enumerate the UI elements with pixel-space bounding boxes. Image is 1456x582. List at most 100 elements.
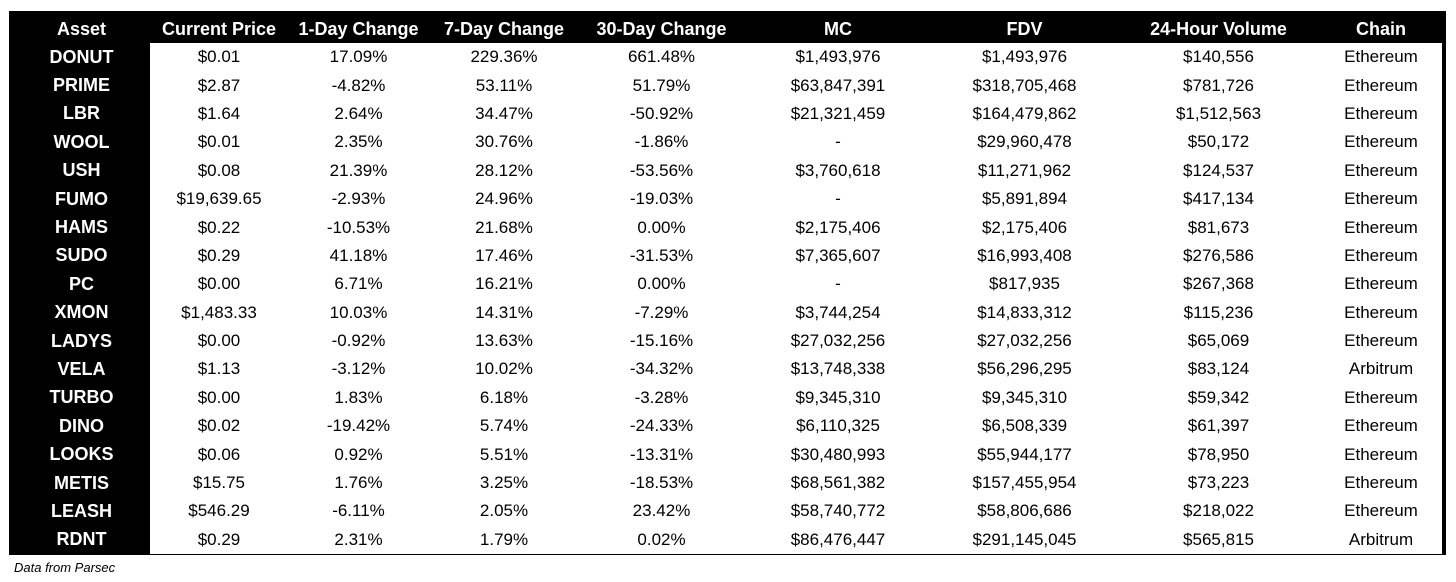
cell-volume-24h: $781,726 [1117, 71, 1320, 100]
cell-market-cap: $30,480,993 [744, 440, 932, 469]
cell-asset: LOOKS [13, 440, 150, 469]
cell-current-price: $0.29 [150, 241, 288, 271]
cell-seven-day-change: 2.05% [429, 497, 579, 526]
cell-chain: Ethereum [1320, 497, 1442, 526]
table-row: LEASH $546.29 -6.11% 2.05% 23.42% $58,740,772… [13, 497, 1442, 526]
cell-current-price: $0.08 [150, 156, 288, 185]
cell-one-day-change: 1.83% [288, 383, 429, 413]
cell-seven-day-change: 17.46% [429, 241, 579, 271]
cell-fdv: $14,833,312 [932, 298, 1117, 327]
cell-seven-day-change: 5.74% [429, 412, 579, 441]
cell-thirty-day-change: -53.56% [579, 156, 744, 185]
cell-thirty-day-change: -3.28% [579, 383, 744, 413]
cell-thirty-day-change: 0.00% [579, 270, 744, 299]
cell-asset: TURBO [13, 383, 150, 413]
cell-chain: Ethereum [1320, 156, 1442, 185]
cell-current-price: $0.02 [150, 412, 288, 441]
cell-one-day-change: 2.35% [288, 128, 429, 157]
cell-one-day-change: -19.42% [288, 412, 429, 441]
table-row: PRIME $2.87 -4.82% 53.11% 51.79% $63,847,391 $… [13, 71, 1442, 100]
cell-chain: Ethereum [1320, 43, 1442, 72]
cell-seven-day-change: 1.79% [429, 525, 579, 555]
cell-asset: VELA [13, 355, 150, 384]
cell-volume-24h: $50,172 [1117, 128, 1320, 157]
cell-fdv: $56,296,295 [932, 355, 1117, 384]
table-row: METIS $15.75 1.76% 3.25% -18.53% $68,561,382 $… [13, 468, 1442, 498]
cell-chain: Ethereum [1320, 71, 1442, 100]
cell-chain: Ethereum [1320, 298, 1442, 327]
cell-current-price: $1.13 [150, 355, 288, 384]
cell-asset: USH [13, 156, 150, 185]
cell-fdv: $164,479,862 [932, 99, 1117, 129]
cell-thirty-day-change: -50.92% [579, 99, 744, 129]
cell-current-price: $0.00 [150, 383, 288, 413]
table-row: XMON $1,483.33 10.03% 14.31% -7.29% $3,744,25… [13, 298, 1442, 327]
cell-chain: Ethereum [1320, 241, 1442, 271]
cell-asset: LADYS [13, 326, 150, 356]
cell-volume-24h: $81,673 [1117, 213, 1320, 242]
table-row: SUDO $0.29 41.18% 17.46% -31.53% $7,365,607 $1… [13, 241, 1442, 271]
cell-asset: DINO [13, 412, 150, 441]
crypto-asset-table-frame: Asset Current Price 1-Day Change 7-Day Chan… [9, 11, 1446, 555]
column-header-fdv: FDV [932, 15, 1117, 43]
cell-one-day-change: 21.39% [288, 156, 429, 185]
cell-current-price: $1.64 [150, 99, 288, 129]
cell-volume-24h: $417,134 [1117, 184, 1320, 214]
column-header-current-price: Current Price [150, 15, 288, 43]
cell-fdv: $6,508,339 [932, 412, 1117, 441]
cell-asset: LEASH [13, 497, 150, 526]
cell-one-day-change: 10.03% [288, 298, 429, 327]
cell-market-cap: $9,345,310 [744, 383, 932, 413]
cell-market-cap: - [744, 270, 932, 299]
table-header-row: Asset Current Price 1-Day Change 7-Day Chan… [13, 15, 1442, 43]
cell-seven-day-change: 6.18% [429, 383, 579, 413]
cell-thirty-day-change: -1.86% [579, 128, 744, 157]
cell-one-day-change: -3.12% [288, 355, 429, 384]
cell-asset: METIS [13, 468, 150, 498]
column-header-thirty-day-change: 30-Day Change [579, 15, 744, 43]
cell-one-day-change: 0.92% [288, 440, 429, 469]
table-row: LOOKS $0.06 0.92% 5.51% -13.31% $30,480,993 $5… [13, 440, 1442, 469]
cell-thirty-day-change: -19.03% [579, 184, 744, 214]
cell-chain: Ethereum [1320, 99, 1442, 129]
cell-volume-24h: $218,022 [1117, 497, 1320, 526]
cell-seven-day-change: 16.21% [429, 270, 579, 299]
cell-volume-24h: $83,124 [1117, 355, 1320, 384]
cell-chain: Ethereum [1320, 213, 1442, 242]
cell-asset: FUMO [13, 184, 150, 214]
cell-fdv: $29,960,478 [932, 128, 1117, 157]
cell-market-cap: $6,110,325 [744, 412, 932, 441]
cell-market-cap: $21,321,459 [744, 99, 932, 129]
table-row: RDNT $0.29 2.31% 1.79% 0.02% $86,476,447 $291,… [13, 525, 1442, 555]
cell-thirty-day-change: 0.02% [579, 525, 744, 555]
cell-chain: Ethereum [1320, 270, 1442, 299]
cell-asset: PRIME [13, 71, 150, 100]
cell-current-price: $2.87 [150, 71, 288, 100]
table-row: DINO $0.02 -19.42% 5.74% -24.33% $6,110,325 $6… [13, 412, 1442, 441]
table-row: WOOL $0.01 2.35% 30.76% -1.86% - $29,960,478 $5… [13, 128, 1442, 157]
cell-market-cap: $27,032,256 [744, 326, 932, 356]
cell-market-cap: $68,561,382 [744, 468, 932, 498]
cell-market-cap: $1,493,976 [744, 43, 932, 72]
cell-volume-24h: $565,815 [1117, 525, 1320, 555]
cell-fdv: $817,935 [932, 270, 1117, 299]
cell-volume-24h: $61,397 [1117, 412, 1320, 441]
cell-asset: WOOL [13, 128, 150, 157]
cell-asset: XMON [13, 298, 150, 327]
cell-seven-day-change: 28.12% [429, 156, 579, 185]
cell-asset: LBR [13, 99, 150, 129]
cell-volume-24h: $276,586 [1117, 241, 1320, 271]
cell-chain: Ethereum [1320, 128, 1442, 157]
cell-chain: Ethereum [1320, 326, 1442, 356]
cell-seven-day-change: 10.02% [429, 355, 579, 384]
cell-asset: RDNT [13, 525, 150, 555]
cell-current-price: $0.00 [150, 270, 288, 299]
cell-thirty-day-change: -13.31% [579, 440, 744, 469]
cell-seven-day-change: 3.25% [429, 468, 579, 498]
cell-volume-24h: $124,537 [1117, 156, 1320, 185]
cell-seven-day-change: 21.68% [429, 213, 579, 242]
table-row: LADYS $0.00 -0.92% 13.63% -15.16% $27,032,256… [13, 326, 1442, 356]
cell-thirty-day-change: -18.53% [579, 468, 744, 498]
table-row: LBR $1.64 2.64% 34.47% -50.92% $21,321,459 $16… [13, 99, 1442, 129]
cell-seven-day-change: 5.51% [429, 440, 579, 469]
